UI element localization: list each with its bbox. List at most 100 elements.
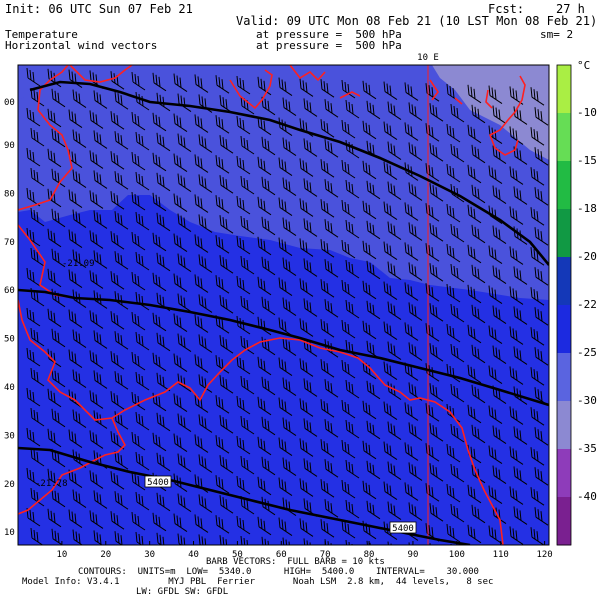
wind-barb	[194, 274, 209, 293]
wind-barb	[303, 138, 318, 157]
wind-barb	[51, 88, 66, 108]
wind-barb	[534, 107, 549, 126]
wind-barb	[530, 167, 545, 186]
wind-barb	[341, 279, 356, 299]
wind-barb	[215, 115, 230, 134]
wind-barb	[446, 523, 461, 543]
wind-barb	[156, 252, 171, 272]
wind-barb	[51, 488, 66, 508]
wind-barb	[534, 467, 549, 486]
wind-barb	[278, 317, 293, 337]
wind-barb	[131, 111, 146, 131]
wind-barb	[530, 87, 545, 106]
wind-barb	[471, 104, 486, 124]
wind-barb	[450, 503, 465, 523]
wind-barb	[26, 347, 41, 367]
wind-barb	[68, 469, 83, 489]
wind-barb	[177, 173, 192, 193]
colorbar-tick-label: -35	[577, 442, 597, 455]
wind-barb	[257, 356, 272, 376]
wind-barb	[194, 354, 209, 373]
wind-barb	[278, 477, 293, 497]
wind-barb	[282, 297, 297, 317]
wind-barb	[177, 93, 192, 113]
wind-barb	[152, 272, 167, 292]
wind-barb	[68, 389, 83, 409]
x-tick-label: 110	[493, 550, 509, 560]
wind-barb	[47, 428, 62, 448]
wind-barb	[26, 427, 41, 447]
wind-barb	[320, 159, 335, 178]
wind-barb	[194, 514, 209, 533]
wind-barb	[387, 141, 402, 161]
wind-barb	[198, 534, 207, 545]
wind-barb	[514, 546, 527, 564]
wind-barb	[68, 509, 83, 529]
wind-barb	[26, 467, 41, 487]
wind-barb	[30, 127, 45, 147]
wind-barb	[366, 260, 381, 280]
wind-barb	[341, 319, 356, 339]
wind-barb	[282, 457, 297, 477]
wind-barb	[492, 145, 507, 165]
wind-barb	[408, 102, 423, 121]
wind-barb	[450, 383, 465, 403]
wind-barb	[429, 183, 444, 202]
wind-barb	[114, 171, 129, 190]
wind-barb	[387, 261, 402, 281]
wind-barb	[534, 387, 549, 406]
wind-barb	[152, 512, 167, 532]
y-tick-label: 90	[4, 141, 15, 151]
wind-barb	[303, 458, 318, 477]
wind-barb	[404, 242, 419, 261]
wind-barb	[110, 391, 125, 410]
wind-barb	[215, 315, 230, 334]
wind-barb	[51, 248, 66, 268]
wind-barb	[362, 360, 377, 380]
wind-barb	[257, 276, 272, 296]
wind-barb	[156, 92, 171, 112]
wind-barb	[215, 395, 230, 414]
wind-barb	[51, 128, 66, 148]
wind-barb	[93, 330, 108, 349]
wind-barb	[404, 442, 419, 461]
wind-barb	[320, 439, 335, 458]
wind-barb	[131, 311, 146, 331]
wind-barb	[93, 170, 108, 189]
wind-barb	[30, 207, 45, 227]
wind-barb	[152, 352, 167, 372]
wind-barb	[89, 430, 104, 449]
wind-barb	[341, 399, 356, 419]
wind-barb	[257, 236, 272, 256]
wind-barb	[89, 390, 104, 409]
wind-barb	[467, 284, 482, 304]
contour-label-2: 5400	[389, 521, 417, 534]
wind-barb	[198, 134, 213, 153]
wind-barb	[450, 263, 465, 283]
wind-barb	[509, 326, 524, 345]
wind-barb	[282, 257, 297, 277]
wind-barb	[72, 489, 87, 509]
wind-barb	[131, 231, 146, 251]
x-tick-label: 20	[100, 550, 111, 560]
wind-barb	[425, 83, 440, 102]
wind-barb	[467, 244, 482, 264]
wind-barb	[135, 451, 150, 471]
wind-barb	[509, 246, 524, 265]
wind-barb	[236, 275, 251, 295]
wind-barb	[110, 511, 125, 530]
wind-barb	[236, 195, 251, 215]
colorbar-tick-label: -25	[577, 346, 597, 359]
wind-barb	[408, 182, 423, 201]
wind-barb	[47, 228, 62, 248]
wind-barb	[89, 310, 104, 329]
wind-barb	[278, 357, 293, 377]
min-label-1: -21.09	[62, 259, 95, 269]
wind-barb	[173, 273, 188, 293]
wind-barb	[387, 501, 402, 521]
wind-barb	[89, 150, 104, 169]
wind-barb	[152, 72, 167, 92]
wind-barb	[219, 255, 234, 274]
wind-barb	[488, 85, 503, 105]
wind-barb	[345, 379, 360, 399]
